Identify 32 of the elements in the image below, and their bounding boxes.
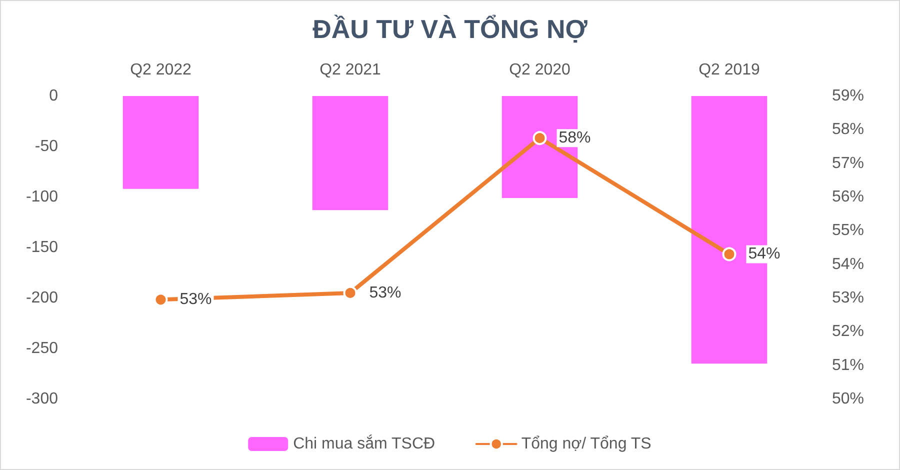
point <box>532 131 547 146</box>
data-label: 53% <box>369 284 402 302</box>
y2-tick-label: 50% <box>832 390 864 408</box>
legend-label: Chi mua sắm TSCĐ <box>293 434 436 452</box>
y2-tick-label: 59% <box>832 88 864 104</box>
y2-tick-label: 53% <box>832 290 864 306</box>
legend-label: Tổng nợ/ Tổng TS <box>521 436 652 452</box>
y2-tick-label: 57% <box>832 154 864 172</box>
y-tick-label: -300 <box>26 390 58 408</box>
y2-tick-label: 56% <box>832 188 864 206</box>
point <box>722 247 736 262</box>
data-label: 53% <box>180 291 212 308</box>
x-tick-label: Q2 2019 <box>698 62 760 78</box>
y2-tick-label: 51% <box>832 356 864 374</box>
data-label: 54% <box>748 246 780 263</box>
x-tick-label: Q2 2021 <box>320 62 382 78</box>
chart-title: ĐẦU TƯ VÀ TỔNG NỢ <box>312 14 588 44</box>
y2-tick-label: 58% <box>832 121 864 138</box>
y2-tick-label: 52% <box>832 323 864 340</box>
y2-tick-label: 54% <box>832 256 864 273</box>
y-tick-label: -250 <box>26 340 58 357</box>
y2-tick-label: 55% <box>832 222 864 240</box>
data-label: 58% <box>558 130 591 147</box>
y-tick-label: 0 <box>49 88 58 104</box>
y-tick-label: -200 <box>26 290 58 306</box>
y-tick-label: -150 <box>26 239 58 256</box>
point <box>343 286 358 300</box>
x-tick-label: Q2 2022 <box>130 62 192 78</box>
y-tick-label: -100 <box>26 188 58 206</box>
x-tick-label: Q2 2020 <box>509 62 571 78</box>
point <box>154 292 168 307</box>
y-tick-label: -50 <box>34 138 58 155</box>
